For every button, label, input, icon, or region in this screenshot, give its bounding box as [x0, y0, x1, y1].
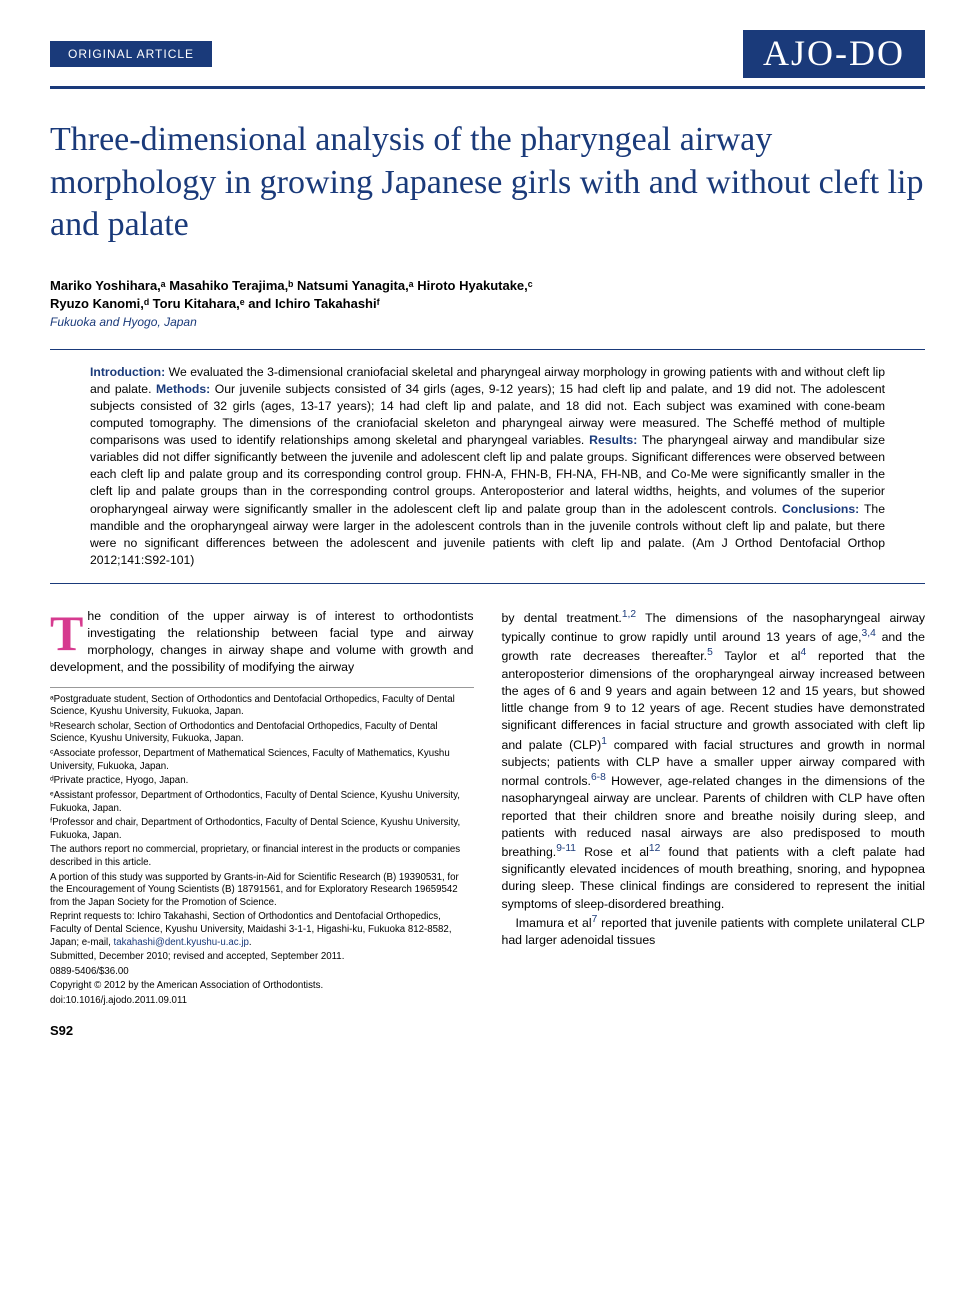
footnote-funding: A portion of this study was supported by…	[50, 872, 474, 910]
authors-line-2: Ryuzo Kanomi,ᵈ Toru Kitahara,ᵉ and Ichir…	[50, 295, 925, 313]
footnote-coi: The authors report no commercial, propri…	[50, 844, 474, 869]
footnote-doi: doi:10.1016/j.ajodo.2011.09.011	[50, 995, 474, 1008]
article-title: Three-dimensional analysis of the pharyn…	[50, 119, 925, 247]
footnotes-block: ᵃPostgraduate student, Section of Orthod…	[50, 687, 474, 1008]
c2p1e: reported that the anteroposterior dimens…	[502, 650, 926, 752]
abstract-box: Introduction: We evaluated the 3-dimensi…	[50, 349, 925, 584]
column-left: The condition of the upper airway is of …	[50, 608, 474, 1040]
footnote-issn: 0889-5406/$36.00	[50, 966, 474, 979]
affiliation-location: Fukuoka and Hyogo, Japan	[50, 315, 925, 329]
ref-12[interactable]: 12	[649, 843, 660, 854]
body-p1-text: he condition of the upper airway is of i…	[50, 609, 474, 675]
abstract-intro-label: Introduction:	[90, 365, 165, 379]
ref-3-4[interactable]: 3,4	[862, 628, 876, 639]
body-columns: The condition of the upper airway is of …	[50, 608, 925, 1040]
authors-line-1: Mariko Yoshihara,ᵃ Masahiko Terajima,ᵇ N…	[50, 277, 925, 295]
footnote-reprint: Reprint requests to: Ichiro Takahashi, S…	[50, 911, 474, 949]
header-bar: ORIGINAL ARTICLE AJO-DO	[50, 30, 925, 78]
body-p1: The condition of the upper airway is of …	[50, 608, 474, 677]
reprint-email-link[interactable]: takahashi@dent.kyushu-u.ac.jp	[114, 937, 249, 948]
authors-block: Mariko Yoshihara,ᵃ Masahiko Terajima,ᵇ N…	[50, 277, 925, 313]
dropcap: T	[50, 608, 87, 655]
footnote-b: ᵇResearch scholar, Section of Orthodonti…	[50, 721, 474, 746]
ref-9-11[interactable]: 9-11	[556, 843, 576, 854]
c2p1h: Rose et al	[576, 845, 649, 859]
footnote-f: ᶠProfessor and chair, Department of Orth…	[50, 817, 474, 842]
abstract-results-label: Results:	[589, 433, 637, 447]
column-right: by dental treatment.1,2 The dimensions o…	[502, 608, 926, 1040]
abstract-conclusions-label: Conclusions:	[782, 502, 859, 516]
page-number: S92	[50, 1022, 474, 1040]
body-col2-p2: Imamura et al7 reported that juvenile pa…	[502, 913, 926, 950]
abstract-text: Introduction: We evaluated the 3-dimensi…	[90, 364, 885, 569]
footnote-e: ᵉAssistant professor, Department of Orth…	[50, 790, 474, 815]
c2p1a: by dental treatment.	[502, 611, 622, 625]
c2p1i: found that patients with a cleft palate …	[502, 845, 926, 911]
ref-6-8[interactable]: 6-8	[591, 772, 606, 783]
footnote-a: ᵃPostgraduate student, Section of Orthod…	[50, 694, 474, 719]
footnote-c: ᶜAssociate professor, Department of Math…	[50, 748, 474, 773]
footnote-reprint-b: .	[249, 937, 252, 948]
footnote-submitted: Submitted, December 2010; revised and ac…	[50, 951, 474, 964]
abstract-methods-label: Methods:	[156, 382, 210, 396]
body-col2-p1: by dental treatment.1,2 The dimensions o…	[502, 608, 926, 913]
footnote-copyright: Copyright © 2012 by the American Associa…	[50, 980, 474, 993]
ref-1-2[interactable]: 1,2	[622, 609, 636, 620]
header-divider	[50, 86, 925, 89]
c2p1d: Taylor et al	[713, 650, 801, 664]
journal-logo: AJO-DO	[743, 30, 925, 78]
footnote-d: ᵈPrivate practice, Hyogo, Japan.	[50, 775, 474, 788]
c2p2a: Imamura et al	[516, 916, 592, 930]
article-type-badge: ORIGINAL ARTICLE	[50, 41, 212, 67]
